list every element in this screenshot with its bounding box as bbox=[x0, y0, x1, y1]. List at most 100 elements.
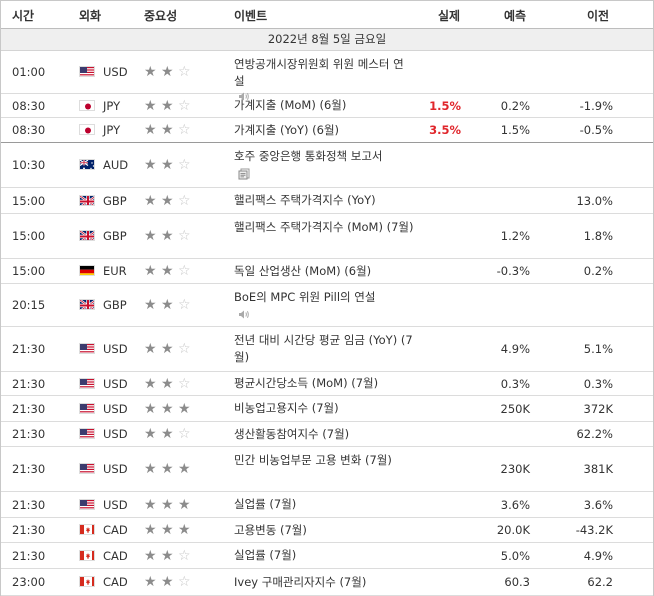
header-event[interactable]: 이벤트 bbox=[234, 9, 268, 23]
event-label[interactable]: Ivey 구매관리자지수 (7월) bbox=[234, 574, 367, 589]
table-row[interactable]: 08:30 JPY ★ ★ ☆ 가계지출 (YoY) (6월) 3.5% 1.5% -0.5% bbox=[1, 118, 653, 143]
event-name[interactable]: 생산활동참여지수 (7월) bbox=[234, 422, 414, 446]
table-row[interactable]: 15:00 EUR ★ ★ ☆ 독일 산업생산 (MoM) (6월) -0.3% 0.2% bbox=[1, 259, 653, 284]
speaker-icon[interactable] bbox=[238, 308, 250, 325]
us-flag-icon bbox=[79, 66, 95, 77]
event-name[interactable]: 실업률 (7월) bbox=[234, 492, 414, 517]
table-row[interactable]: 20:15 GBP ★ ★ ☆ BoE의 MPC 위원 Pill의 연설 bbox=[1, 284, 653, 327]
document-icon[interactable] bbox=[238, 168, 250, 185]
currency-code: GBP bbox=[103, 298, 127, 312]
table-row[interactable]: 01:00 USD ★ ★ ☆ 연방공개시장위원회 위원 메스터 연설 bbox=[1, 51, 653, 101]
importance-stars: ★ ★ ★ bbox=[144, 492, 195, 517]
table-row[interactable]: 21:30 USD ★ ★ ★ 실업률 (7월) 3.6% 3.6% bbox=[1, 492, 653, 518]
star-filled-icon: ★ bbox=[161, 97, 174, 114]
event-name[interactable]: Ivey 구매관리자지수 (7월) bbox=[234, 569, 414, 595]
event-name[interactable]: 호주 중앙은행 통화정책 보고서 bbox=[234, 143, 414, 187]
table-row[interactable]: 21:30 CAD ★ ★ ☆ 실업률 (7월) 5.0% 4.9% bbox=[1, 543, 653, 569]
header-importance[interactable]: 중요성 bbox=[144, 9, 178, 23]
previous-value: 1.8% bbox=[583, 229, 613, 243]
us-flag-icon bbox=[79, 377, 95, 389]
importance-stars: ★ ★ ☆ bbox=[144, 284, 195, 326]
event-time: 01:00 bbox=[12, 65, 46, 79]
event-name[interactable]: 실업률 (7월) bbox=[234, 543, 414, 568]
table-row[interactable]: 21:30 USD ★ ★ ☆ 전년 대비 시간당 평균 임금 (YoY) (7월) 4.9… bbox=[1, 327, 653, 372]
event-name[interactable]: 핼리팩스 주택가격지수 (MoM) (7월) bbox=[234, 214, 414, 258]
event-name[interactable]: BoE의 MPC 위원 Pill의 연설 bbox=[234, 284, 414, 326]
event-label[interactable]: 생산활동참여지수 (7월) bbox=[234, 426, 350, 441]
event-name[interactable]: 가계지출 (MoM) (6월) bbox=[234, 94, 414, 117]
forecast-value: 250K bbox=[500, 401, 531, 416]
event-time: 08:30 bbox=[12, 98, 46, 113]
star-filled-icon: ★ bbox=[144, 375, 157, 392]
currency-code: USD bbox=[103, 462, 128, 476]
event-name[interactable]: 전년 대비 시간당 평균 임금 (YoY) (7월) bbox=[234, 327, 414, 371]
event-time: 15:00 bbox=[12, 229, 46, 243]
currency-code: USD bbox=[103, 427, 128, 441]
event-name[interactable]: 핼리팩스 주택가격지수 (YoY) bbox=[234, 188, 414, 213]
ca-flag-icon bbox=[79, 549, 95, 561]
header-time[interactable]: 시간 bbox=[12, 9, 35, 23]
event-label[interactable]: 가계지출 (YoY) (6월) bbox=[234, 122, 340, 137]
event-name[interactable]: 연방공개시장위원회 위원 메스터 연설 bbox=[234, 51, 414, 101]
table-row[interactable]: 23:00 CAD ★ ★ ☆ Ivey 구매관리자지수 (7월) 60.3 62.2 bbox=[1, 569, 653, 596]
table-row[interactable]: 21:30 CAD ★ ★ ★ 고용변동 (7월) 20.0K -43.2K bbox=[1, 518, 653, 543]
event-time: 20:15 bbox=[12, 298, 46, 312]
table-row[interactable]: 21:30 USD ★ ★ ★ 비농업고용지수 (7월) 250K 372K bbox=[1, 396, 653, 422]
event-name[interactable]: 고용변동 (7월) bbox=[234, 518, 414, 542]
star-empty-icon: ☆ bbox=[178, 64, 191, 80]
currency-code: USD bbox=[103, 65, 128, 79]
event-time: 15:00 bbox=[12, 264, 46, 278]
table-row[interactable]: 21:30 USD ★ ★ ☆ 평균시간당소득 (MoM) (7월) 0.3% 0.3% bbox=[1, 372, 653, 396]
star-filled-icon: ★ bbox=[161, 122, 174, 138]
us-flag-icon bbox=[79, 498, 95, 510]
previous-value: 3.6% bbox=[583, 497, 613, 512]
event-label[interactable]: BoE의 MPC 위원 Pill의 연설 bbox=[234, 290, 376, 304]
event-label[interactable]: 독일 산업생산 (MoM) (6월) bbox=[234, 263, 372, 278]
importance-stars: ★ ★ ☆ bbox=[144, 214, 195, 258]
event-time: 21:30 bbox=[12, 401, 46, 416]
event-name[interactable]: 비농업고용지수 (7월) bbox=[234, 396, 414, 421]
gb-flag-icon bbox=[79, 299, 95, 310]
importance-stars: ★ ★ ☆ bbox=[144, 94, 195, 117]
event-name[interactable]: 민간 비농업부문 고용 변화 (7월) bbox=[234, 447, 414, 491]
event-time: 15:00 bbox=[12, 193, 46, 208]
star-empty-icon: ☆ bbox=[178, 122, 191, 138]
star-filled-icon: ★ bbox=[161, 574, 174, 590]
event-label[interactable]: 실업률 (7월) bbox=[234, 548, 297, 562]
event-name[interactable]: 평균시간당소득 (MoM) (7월) bbox=[234, 372, 414, 395]
event-label[interactable]: 실업률 (7월) bbox=[234, 497, 297, 511]
header-previous[interactable]: 이전 bbox=[587, 9, 610, 23]
table-row[interactable]: 15:00 GBP ★ ★ ☆ 핼리팩스 주택가격지수 (MoM) (7월) 1.2% 1.8… bbox=[1, 214, 653, 259]
star-empty-icon: ☆ bbox=[178, 192, 191, 209]
event-label[interactable]: 핼리팩스 주택가격지수 (YoY) bbox=[234, 193, 376, 207]
star-filled-icon: ★ bbox=[144, 228, 157, 244]
star-filled-icon: ★ bbox=[178, 400, 191, 417]
star-filled-icon: ★ bbox=[161, 341, 174, 357]
header-currency[interactable]: 외화 bbox=[79, 9, 102, 23]
event-label[interactable]: 비농업고용지수 (7월) bbox=[234, 401, 339, 415]
event-label[interactable]: 고용변동 (7월) bbox=[234, 522, 307, 537]
event-label[interactable]: 연방공개시장위원회 위원 메스터 연설 bbox=[234, 57, 404, 88]
table-row[interactable]: 21:30 USD ★ ★ ★ 민간 비농업부문 고용 변화 (7월) 230K 381K bbox=[1, 447, 653, 492]
event-name[interactable]: 독일 산업생산 (MoM) (6월) bbox=[234, 259, 414, 283]
currency-code: GBP bbox=[103, 193, 127, 208]
au-flag-icon bbox=[79, 159, 95, 170]
header-actual[interactable]: 실제 bbox=[438, 9, 461, 23]
event-label[interactable]: 민간 비농업부문 고용 변화 (7월) bbox=[234, 453, 392, 467]
event-label[interactable]: 전년 대비 시간당 평균 임금 (YoY) (7월) bbox=[234, 333, 413, 364]
star-filled-icon: ★ bbox=[161, 297, 174, 313]
event-label[interactable]: 호주 중앙은행 통화정책 보고서 bbox=[234, 149, 383, 163]
table-row[interactable]: 10:30 AUD ★ ★ ☆ 호주 중앙은행 통화정책 보고서 bbox=[1, 143, 653, 188]
table-header: 시간 외화 중요성 이벤트 실제 예측 이전 bbox=[1, 1, 653, 29]
table-row[interactable]: 08:30 JPY ★ ★ ☆ 가계지출 (MoM) (6월) 1.5% 0.2% -1.9% bbox=[1, 94, 653, 118]
event-label[interactable]: 평균시간당소득 (MoM) (7월) bbox=[234, 376, 379, 390]
event-time: 21:30 bbox=[12, 342, 46, 356]
event-label[interactable]: 가계지출 (MoM) (6월) bbox=[234, 98, 347, 112]
speaker-icon[interactable] bbox=[238, 90, 250, 107]
event-name[interactable]: 가계지출 (YoY) (6월) bbox=[234, 118, 414, 142]
event-label[interactable]: 핼리팩스 주택가격지수 (MoM) (7월) bbox=[234, 220, 414, 234]
header-forecast[interactable]: 예측 bbox=[504, 9, 527, 23]
table-row[interactable]: 15:00 GBP ★ ★ ☆ 핼리팩스 주택가격지수 (YoY) 13.0% bbox=[1, 188, 653, 214]
table-row[interactable]: 21:30 USD ★ ★ ☆ 생산활동참여지수 (7월) 62.2% bbox=[1, 422, 653, 447]
previous-value: 381K bbox=[583, 462, 614, 476]
